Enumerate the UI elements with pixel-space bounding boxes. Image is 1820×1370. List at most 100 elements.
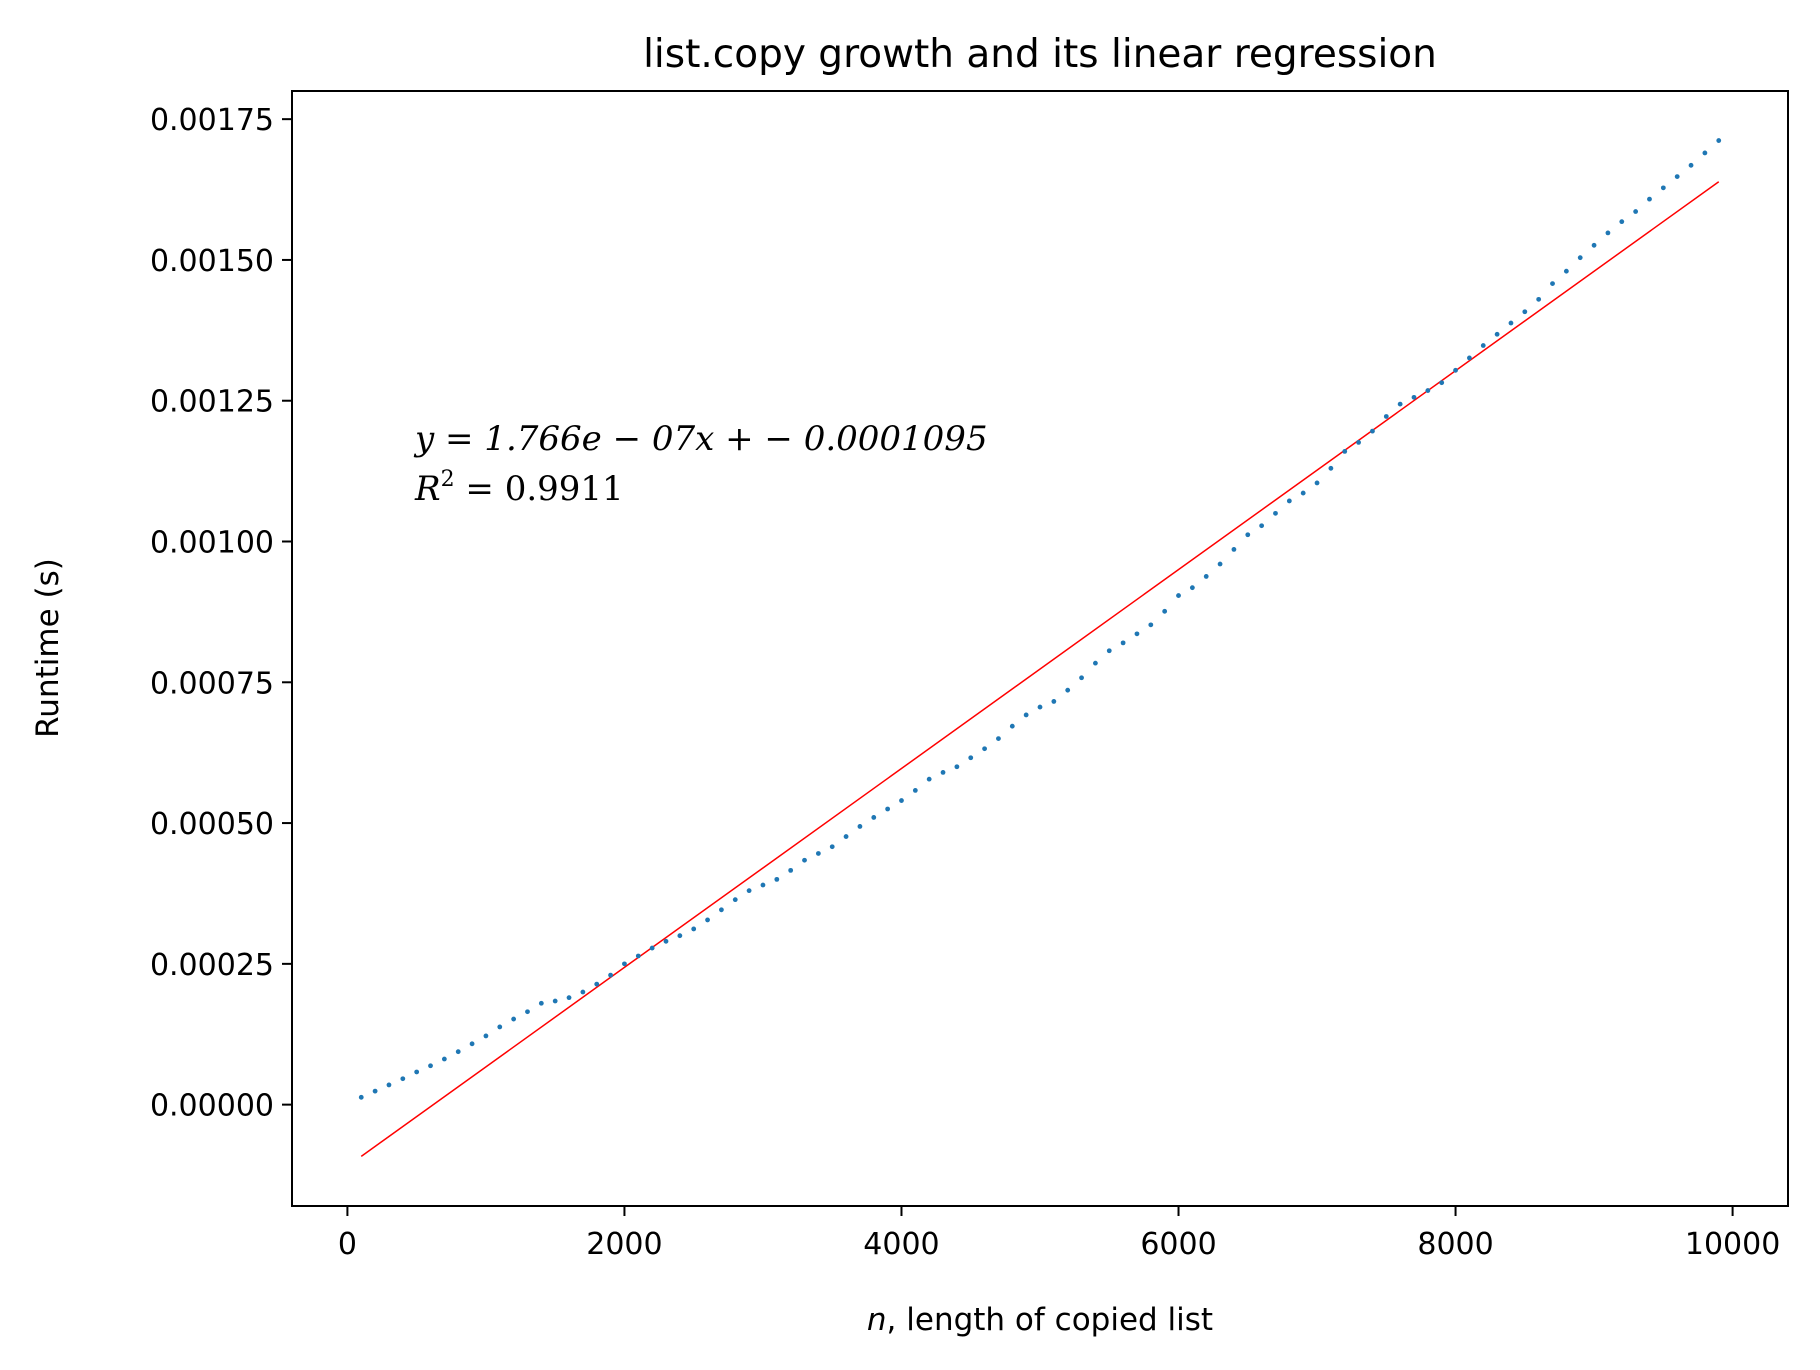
data-point (386, 1082, 392, 1088)
data-point (1273, 510, 1278, 516)
data-point (635, 953, 641, 959)
y-tick-label: 0.00000 (150, 1089, 274, 1124)
data-point (1674, 174, 1680, 179)
data-point (691, 926, 697, 932)
data-point (1162, 608, 1168, 614)
data-point (1702, 150, 1708, 156)
data-point (1037, 704, 1043, 710)
data-point (1079, 675, 1084, 681)
data-point (1189, 585, 1195, 591)
data-point (1370, 428, 1375, 434)
data-point (1176, 593, 1181, 598)
data-point (1397, 401, 1403, 407)
data-point (1480, 343, 1486, 348)
y-tick-label: 0.00150 (150, 244, 274, 279)
data-point (552, 998, 558, 1004)
y-tick-label: 0.00075 (150, 666, 274, 701)
regression-line (360, 181, 1720, 1157)
data-point (1494, 331, 1500, 337)
y-tick-label: 0.00100 (150, 526, 274, 561)
data-point (1688, 162, 1694, 168)
x-tick-label: 2000 (586, 1227, 662, 1262)
data-point (372, 1088, 378, 1094)
y-tick-label: 0.00050 (150, 807, 274, 842)
data-point (1660, 185, 1666, 191)
data-point (1605, 230, 1611, 236)
data-point (802, 857, 807, 863)
plot-frame (291, 90, 1789, 1207)
data-point (649, 945, 655, 951)
data-point (1065, 687, 1071, 693)
data-point (622, 961, 627, 967)
y-axis: 0.00000 0.00025 0.00050 0.00075 0.00100 0.001… (150, 103, 292, 1124)
data-point (358, 1094, 364, 1100)
x-tick-label: 10000 (1685, 1227, 1780, 1262)
data-point (719, 907, 724, 913)
y-tick-label: 0.00125 (150, 385, 274, 420)
data-point (843, 834, 849, 839)
data-point (1619, 219, 1625, 225)
data-point (469, 1041, 475, 1047)
data-point (1383, 414, 1389, 419)
data-point (1259, 523, 1265, 529)
data-point (455, 1049, 461, 1055)
data-point (815, 851, 821, 856)
data-point (1342, 449, 1348, 454)
data-point (663, 938, 669, 944)
regression-annotation: y = 1.766e − 07x + − 0.0001095 R2 = 0.99… (413, 419, 988, 509)
data-point (1314, 480, 1320, 486)
data-point (1550, 281, 1555, 286)
y-tick-label: 0.00175 (150, 103, 274, 138)
data-point (400, 1076, 406, 1082)
x-tick-label: 4000 (863, 1227, 939, 1262)
data-point (1577, 255, 1583, 261)
data-point (968, 755, 974, 761)
data-point (899, 798, 904, 803)
x-tick-label: 0 (338, 1227, 357, 1262)
data-point (1245, 532, 1251, 538)
data-point (1536, 296, 1542, 302)
data-point (1009, 723, 1015, 729)
data-point (1356, 439, 1361, 445)
y-tick-label: 0.00025 (150, 948, 274, 983)
data-point (1633, 209, 1639, 214)
data-point (1023, 712, 1029, 718)
data-point (926, 776, 932, 782)
data-point (760, 882, 766, 888)
data-point (566, 995, 572, 1001)
data-point (788, 867, 794, 873)
data-point (1203, 574, 1209, 579)
data-point (1453, 367, 1458, 373)
chart-title: list.copy growth and its linear regressi… (643, 32, 1437, 77)
data-point (996, 736, 1001, 742)
data-point (705, 917, 710, 923)
data-point (774, 876, 780, 882)
data-point (414, 1069, 420, 1075)
data-point (538, 1000, 544, 1006)
data-point (511, 1016, 517, 1022)
data-point (1508, 320, 1514, 326)
data-point (580, 989, 586, 995)
data-point (594, 981, 600, 987)
data-point (857, 824, 863, 829)
plot-area: 0 2000 4000 6000 8000 10000 0.000000.000250.0… (150, 90, 1789, 1262)
data-point (497, 1024, 503, 1030)
data-point (829, 844, 835, 850)
scatter-series (358, 138, 1722, 1100)
x-tick-label: 8000 (1417, 1227, 1493, 1262)
data-point (1439, 380, 1445, 386)
data-point (746, 888, 752, 894)
data-point (1467, 355, 1472, 361)
data-point (1217, 561, 1223, 567)
data-point (1425, 388, 1431, 393)
data-point (1286, 498, 1292, 504)
data-point (940, 769, 946, 775)
data-point (1411, 394, 1417, 400)
data-point (1148, 622, 1154, 628)
data-point (1134, 631, 1140, 637)
annotation-equation: y = 1.766e − 07x + − 0.0001095 (413, 419, 988, 459)
data-point (1051, 699, 1057, 704)
data-point (1522, 309, 1528, 315)
